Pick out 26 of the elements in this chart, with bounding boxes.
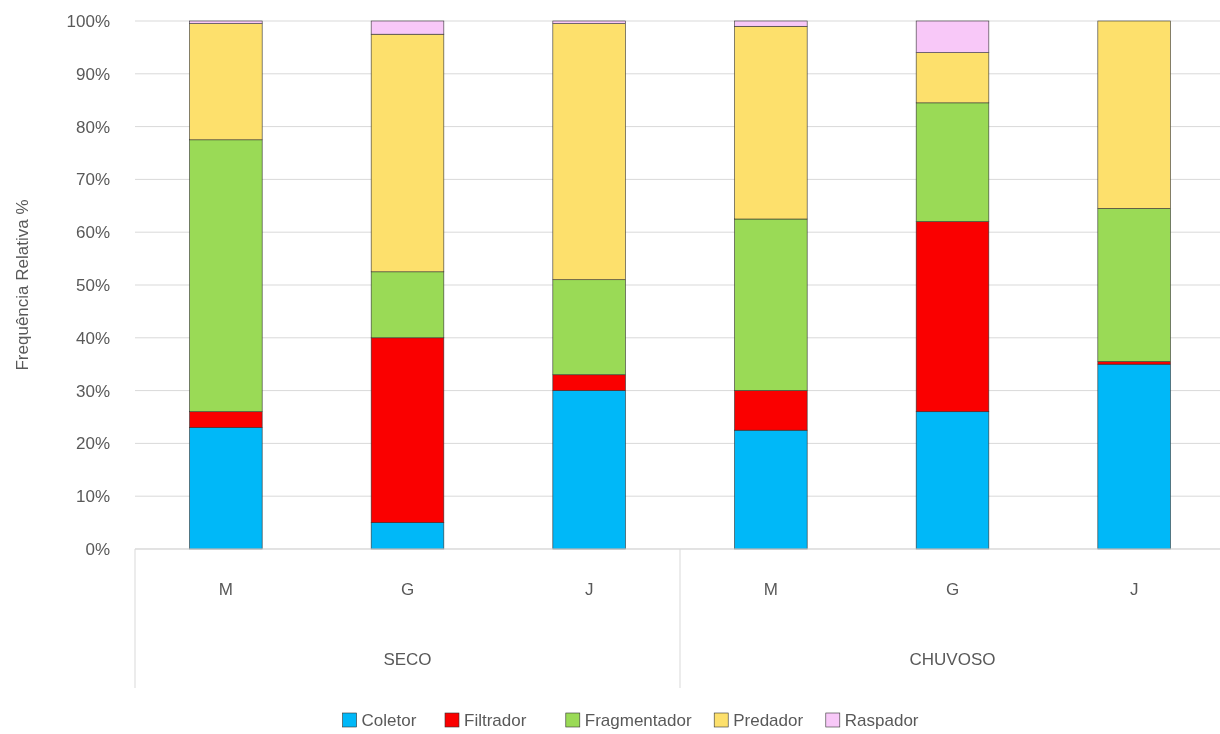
- legend-label: Raspador: [844, 710, 919, 730]
- x-tick-label: M: [218, 580, 233, 599]
- y-tick-label: 10%: [75, 487, 110, 507]
- y-tick-label: 30%: [75, 381, 110, 401]
- y-tick-label: 60%: [75, 223, 110, 243]
- legend-label: Filtrador: [464, 710, 527, 730]
- x-tick-label: J: [584, 580, 594, 599]
- y-tick-label: 80%: [75, 117, 110, 137]
- text: SECO: [383, 650, 432, 669]
- x-tick-label: M: [763, 580, 778, 599]
- legend-label: Predador: [733, 710, 804, 730]
- y-tick-label: 90%: [75, 64, 110, 84]
- bar: [1097, 363, 1171, 550]
- legend-label: Fragmentador: [584, 710, 692, 730]
- y-tick-label: 100%: [66, 11, 110, 31]
- y-tick-label: 50%: [75, 275, 110, 295]
- x-tick-label: J: [1129, 580, 1139, 599]
- y-axis-title: Frequência Relativa %: [13, 199, 32, 371]
- y-tick-label: 70%: [75, 170, 110, 190]
- text: CHUVOSO: [909, 650, 996, 669]
- legend-label: Coletor: [361, 710, 417, 730]
- y-tick-label: 20%: [75, 434, 110, 454]
- x-tick-label: G: [400, 580, 415, 599]
- y-tick-label: 0%: [85, 539, 110, 559]
- x-tick-label: G: [945, 580, 960, 599]
- y-tick-label: 40%: [75, 328, 110, 348]
